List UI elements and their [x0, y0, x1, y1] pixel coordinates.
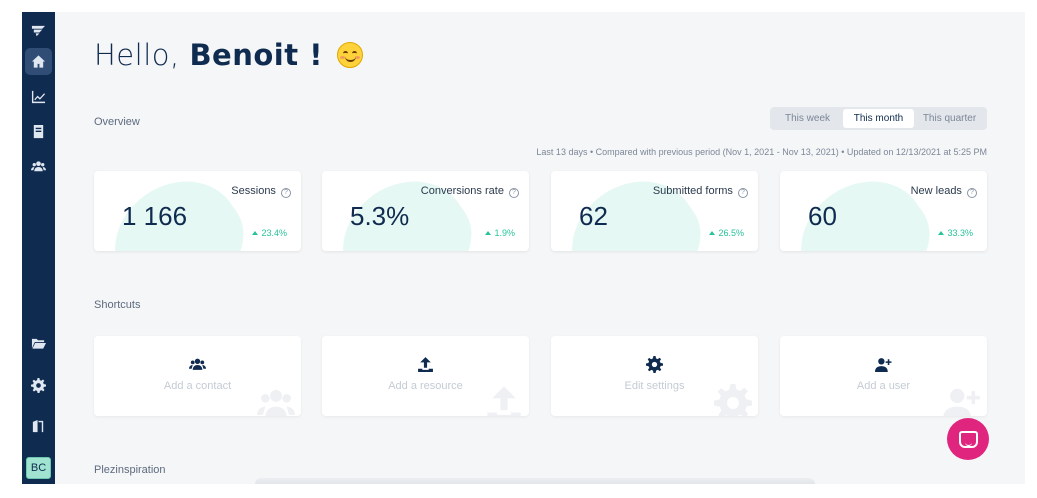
stat-delta: 23.4% [252, 228, 287, 238]
upload-watermark-icon [481, 384, 527, 416]
gear-watermark-icon [710, 384, 756, 416]
card-decoration [780, 171, 948, 251]
stat-delta: 33.3% [938, 228, 973, 238]
stat-label: Submitted forms ? [653, 185, 748, 198]
inspiration-title: Plezinspiration [94, 464, 166, 476]
card-decoration [551, 171, 719, 251]
analytics-icon[interactable] [25, 83, 52, 110]
period-this-week[interactable]: This week [784, 113, 830, 124]
stat-value: 60 [808, 201, 837, 231]
period-this-month[interactable]: This month [843, 109, 914, 128]
user-plus-watermark-icon [939, 384, 985, 416]
book-icon[interactable] [25, 118, 52, 145]
chat-icon [958, 430, 978, 448]
shortcut-add-resource[interactable]: Add a resource [322, 336, 529, 416]
sidebar: BC [22, 12, 55, 484]
avatar[interactable]: BC [26, 457, 51, 479]
logo-icon[interactable] [25, 18, 52, 45]
stat-value: 1 166 [122, 201, 188, 231]
users-icon[interactable] [25, 153, 52, 180]
users-watermark-icon [253, 384, 299, 416]
shortcut-add-contact[interactable]: Add a contact [94, 336, 301, 416]
app-frame: BC Hello, Benoit ! Overview This week Th… [22, 12, 1025, 484]
help-icon[interactable]: ? [509, 188, 519, 198]
stat-delta: 1.9% [485, 228, 515, 238]
folder-icon[interactable] [25, 330, 52, 357]
main-content: Hello, Benoit ! Overview This week This … [55, 12, 1025, 484]
user-plus-icon [875, 356, 892, 373]
greeting-name: Benoit ! [189, 38, 323, 72]
stat-label: Conversions rate ? [421, 185, 519, 198]
period-selector: This week This month This quarter [770, 107, 987, 130]
inspiration-panel-top [255, 478, 815, 484]
shortcuts-title: Shortcuts [94, 299, 141, 311]
stat-card-leads[interactable]: New leads ? 60 33.3% [780, 171, 987, 251]
overview-meta: Last 13 days • Compared with previous pe… [536, 147, 987, 157]
stat-value: 62 [579, 201, 608, 231]
shortcut-label: Edit settings [624, 380, 685, 392]
shortcut-label: Add a contact [163, 380, 232, 392]
stat-card-sessions[interactable]: Sessions ? 1 166 23.4% [94, 171, 301, 251]
home-icon[interactable] [25, 48, 52, 75]
stat-label: Sessions ? [231, 185, 291, 198]
gear-icon[interactable] [25, 372, 52, 399]
overview-title: Overview [94, 116, 140, 128]
stat-card-conversions[interactable]: Conversions rate ? 5.3% 1.9% [322, 171, 529, 251]
greeting-hello: Hello, [94, 38, 180, 72]
stat-value: 5.3% [350, 201, 410, 231]
help-icon[interactable]: ? [738, 188, 748, 198]
stat-label: New leads ? [911, 185, 977, 198]
users-icon [189, 356, 206, 373]
shortcut-label: Add a user [856, 380, 911, 392]
stat-delta: 26.5% [709, 228, 744, 238]
upload-icon [417, 356, 434, 373]
help-icon[interactable]: ? [281, 188, 291, 198]
period-this-quarter[interactable]: This quarter [922, 113, 977, 124]
exit-icon[interactable] [25, 413, 52, 440]
shortcut-add-user[interactable]: Add a user [780, 336, 987, 416]
help-icon[interactable]: ? [967, 188, 977, 198]
smiley-icon [336, 42, 363, 68]
page-title: Hello, Benoit ! [94, 38, 363, 72]
shortcut-label: Add a resource [388, 380, 463, 392]
chat-launcher-button[interactable] [947, 418, 989, 460]
stat-card-forms[interactable]: Submitted forms ? 62 26.5% [551, 171, 758, 251]
gear-icon [646, 356, 663, 373]
shortcut-edit-settings[interactable]: Edit settings [551, 336, 758, 416]
